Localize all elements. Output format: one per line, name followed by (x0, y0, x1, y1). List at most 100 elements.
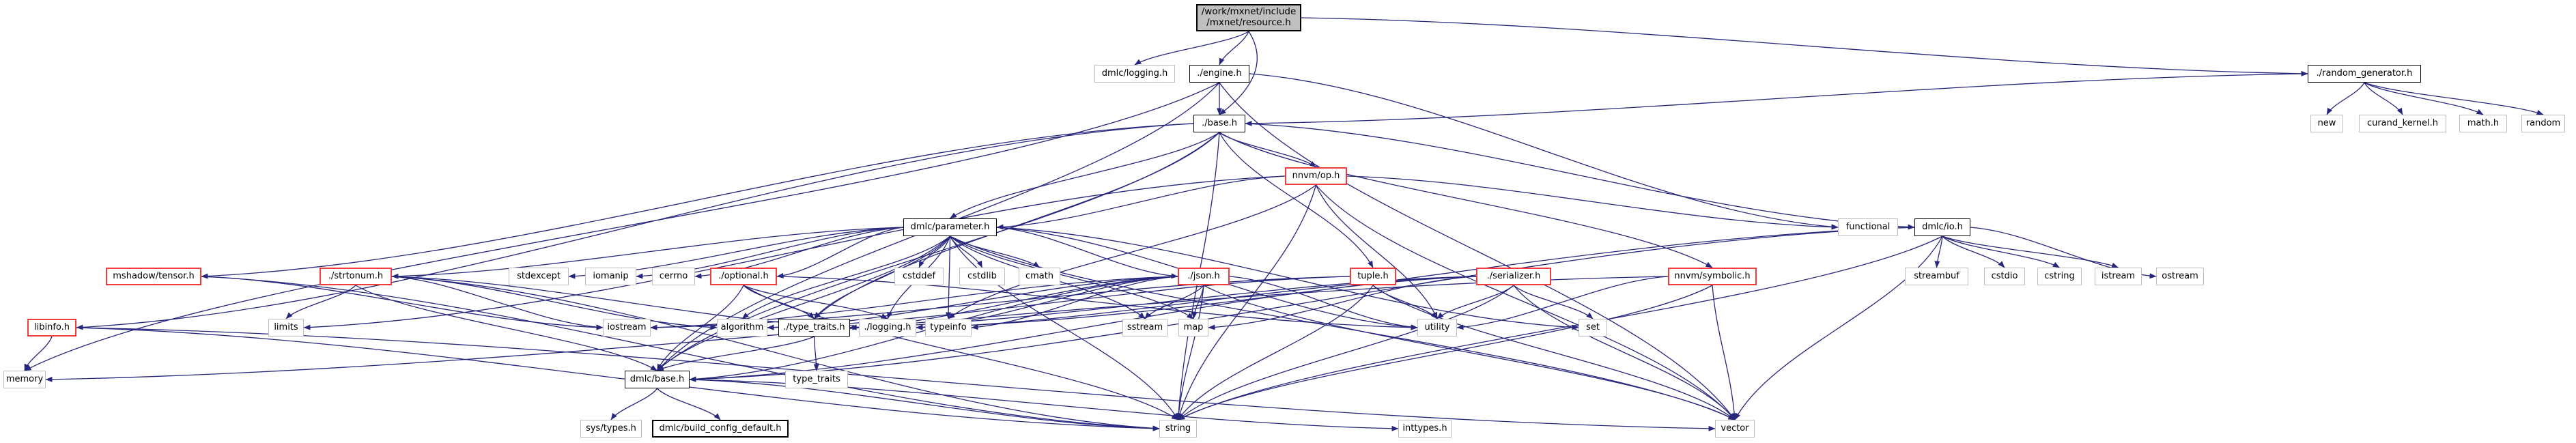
edge-dmlc_io-to-istream (1942, 235, 2119, 268)
graph-node-cstdio: cstdio (1984, 268, 2025, 285)
graph-node-resource: /work/mxnet/include /mxnet/resource.h (1196, 4, 1301, 31)
graph-node-dmlc_io[interactable]: dmlc/io.h (1914, 218, 1970, 236)
graph-node-new: new (2310, 115, 2343, 132)
edge-random_generator-to-new (2326, 82, 2365, 115)
graph-node-optional[interactable]: ./optional.h (710, 268, 777, 285)
edge-random_generator-to-math_h (2364, 82, 2484, 115)
edge-dmlc_io-to-logging_h (916, 227, 1915, 330)
edge-strtonum-to-limits (285, 285, 356, 319)
graph-node-serializer[interactable]: ./serializer.h (1476, 268, 1551, 285)
edge-dmlc_parameter-to-set (996, 227, 1579, 330)
edge-tuple-to-algorithm (767, 276, 1350, 330)
graph-node-strtonum[interactable]: ./strtonum.h (320, 268, 392, 285)
edge-dmlc_parameter-to-map (950, 235, 1194, 319)
graph-node-base[interactable]: ./base.h (1193, 115, 1245, 132)
edge-strtonum-to-dmlc_base (355, 285, 657, 371)
graph-node-json[interactable]: ./json.h (1178, 268, 1230, 285)
edge-tuple-to-utility (1372, 285, 1438, 319)
edge-optional-to-string (743, 285, 1178, 420)
graph-node-libinfo[interactable]: libinfo.h (27, 319, 76, 337)
graph-node-functional: functional (1838, 218, 1898, 236)
edge-tuple-to-string (1177, 285, 1374, 420)
graph-node-mshadow_tensor[interactable]: mshadow/tensor.h (106, 268, 201, 285)
edge-base-to-dmlc_io (1245, 123, 1915, 230)
edge-engine-to-vector (1219, 82, 1736, 420)
graph-node-dmlc_logging: dmlc/logging.h (1094, 65, 1175, 83)
edge-dmlc_parameter-to-cstddef (918, 235, 951, 268)
graph-node-limits: limits (268, 319, 304, 337)
edge-dmlc_base-to-sys_types (610, 388, 658, 420)
graph-node-curand_kernel: curand_kernel.h (2359, 115, 2446, 132)
edge-dmlc_io-to-dmlc_base (689, 227, 1915, 382)
edge-dmlc_parameter-to-algorithm (741, 235, 950, 319)
edge-serializer-to-map (1208, 276, 1477, 330)
edge-dmlc_parameter-to-cmath (950, 235, 1040, 268)
graph-node-math_h: math.h (2459, 115, 2507, 132)
edge-libinfo-to-string (76, 327, 1160, 431)
graph-node-build_config[interactable]: dmlc/build_config_default.h (652, 420, 789, 438)
graph-node-string: string (1159, 420, 1197, 438)
edge-json-to-typeinfo (971, 276, 1178, 330)
edge-base-to-libinfo (76, 123, 1194, 330)
graph-node-random_generator[interactable]: ./random_generator.h (2308, 65, 2421, 83)
graph-node-iomanip: iomanip (585, 268, 636, 285)
edge-dmlc_parameter-to-string (949, 235, 1179, 420)
edge-serializer-to-string (1178, 285, 1514, 420)
graph-node-typeinfo: typeinfo (925, 319, 972, 337)
edge-dmlc_io-to-streambuf (1934, 235, 1943, 268)
edge-nnvm_symbolic-to-utility (1456, 276, 1669, 330)
edge-dmlc_parameter-to-typeinfo (946, 235, 952, 319)
edge-nnvm_op-to-dmlc_parameter (996, 175, 1286, 230)
graph-node-algorithm: algorithm (717, 319, 767, 337)
edge-mshadow_tensor-to-iostream (201, 276, 604, 330)
edge-json-to-vector (1203, 285, 1736, 420)
edge-nnvm_op-to-functional (1346, 175, 1839, 230)
edge-resource-to-random_generator (1301, 17, 2308, 76)
graph-node-dmlc_parameter[interactable]: dmlc/parameter.h (903, 218, 997, 236)
graph-node-nnvm_op[interactable]: nnvm/op.h (1285, 167, 1347, 185)
edge-random_generator-to-curand_kernel (2364, 82, 2403, 115)
edge-dmlc_base-to-build_config (657, 388, 721, 420)
edge-strtonum-to-iostream (391, 276, 604, 330)
graph-node-utility: utility (1417, 319, 1457, 337)
graph-node-random: random (2521, 115, 2565, 132)
graph-node-nnvm_symbolic[interactable]: nnvm/symbolic.h (1668, 268, 1757, 285)
graph-node-engine[interactable]: ./engine.h (1189, 65, 1249, 83)
graph-node-cstring: cstring (2037, 268, 2082, 285)
graph-node-logging_h: ./logging.h (859, 319, 916, 337)
edge-nnvm_op-to-limits (303, 175, 1286, 330)
edge-serializer-to-utility (1436, 285, 1514, 319)
graph-node-type_traits: type_traits (785, 371, 848, 388)
edge-nnvm_symbolic-to-vector (1712, 285, 1738, 420)
edge-base-to-tuple (1219, 132, 1374, 268)
graph-node-cerrno: cerrno (652, 268, 695, 285)
edge-dmlc_parameter-to-strtonum (391, 227, 904, 279)
edge-type_traits_h-to-dmlc_base (657, 336, 815, 371)
graph-node-stdexcept: stdexcept (509, 268, 569, 285)
edge-dmlc_parameter-to-optional (776, 227, 904, 278)
edge-dmlc_parameter-to-dmlc_base (657, 235, 950, 371)
graph-node-streambuf: streambuf (1905, 268, 1968, 285)
edge-random_generator-to-random (2364, 82, 2544, 115)
edge-type_traits_h-to-type_traits (813, 336, 819, 371)
edge-nnvm_symbolic-to-memory (45, 276, 1669, 382)
graph-node-dmlc_base[interactable]: dmlc/base.h (625, 371, 690, 388)
edge-resource-to-dmlc_logging (1134, 31, 1249, 66)
graph-node-tuple[interactable]: tuple.h (1350, 268, 1396, 285)
edge-libinfo-to-memory (24, 336, 53, 371)
graph-node-inttypes: inttypes.h (1398, 420, 1452, 438)
graph-node-ostream: ostream (2156, 268, 2204, 285)
edge-dmlc_base-to-string (689, 379, 1160, 431)
graph-node-vector: vector (1715, 420, 1755, 438)
edge-engine-to-functional (1249, 73, 1839, 230)
edge-nnvm_op-to-typeinfo (948, 184, 1316, 319)
graph-node-type_traits_h[interactable]: ./type_traits.h (778, 319, 850, 337)
edge-dmlc_io-to-cstdio (1942, 235, 2005, 268)
edge-libinfo-to-vector (76, 327, 1716, 431)
graph-node-sys_types: sys/types.h (580, 420, 642, 438)
graph-node-cstdlib: cstdlib (959, 268, 1005, 285)
edge-nnvm_op-to-vector (1316, 184, 1736, 420)
graph-node-iostream: iostream (603, 319, 651, 337)
